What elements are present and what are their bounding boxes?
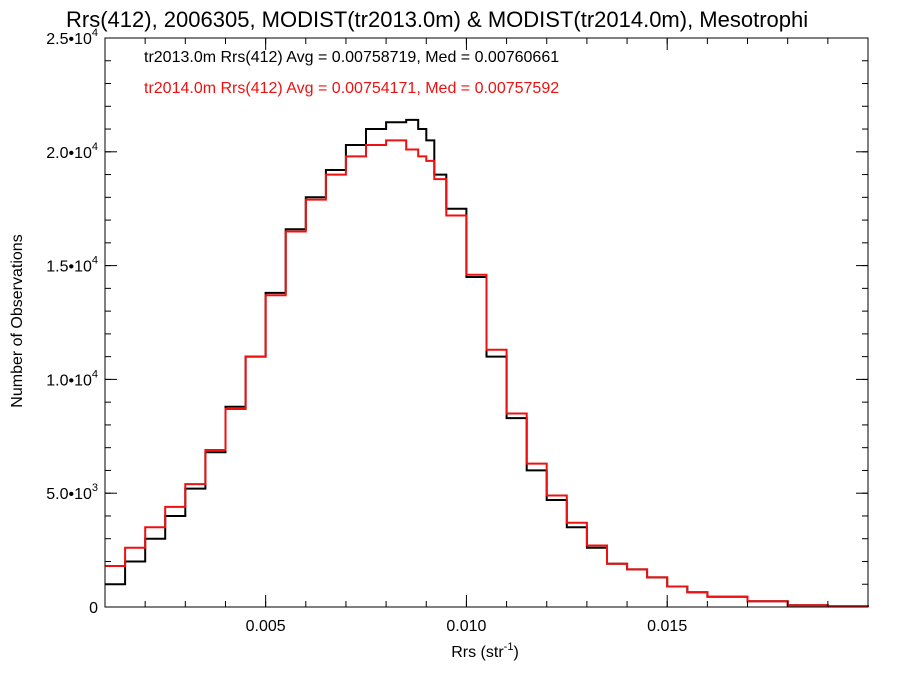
y-tick-label: 1.0•104 <box>46 368 98 389</box>
y-tick-label: 1.5•104 <box>46 255 98 276</box>
plot-frame <box>104 37 869 608</box>
plot-area: 0.005 0.010 0.015 0 5.0•103 1.0•104 1.5•104 2.0… <box>46 27 869 635</box>
x-tick-label: 0.010 <box>446 618 486 635</box>
chart-title: Rrs(412), 2006305, MODIST(tr2013.0m) & M… <box>66 7 808 32</box>
legend: tr2013.0m Rrs(412) Avg = 0.00758719, Med… <box>144 49 559 97</box>
y-tick-label: 2.0•104 <box>46 141 98 162</box>
x-tick-label: 0.005 <box>246 618 286 635</box>
series-line-tr2013.0m <box>105 118 869 608</box>
x-tick-label: 0.015 <box>647 618 687 635</box>
y-axis-label: Number of Observations <box>9 234 26 407</box>
x-axis-label: Rrs (str-1) <box>451 641 519 661</box>
y-tick-label: 2.5•104 <box>46 27 98 48</box>
y-tick-label: 0 <box>89 600 98 617</box>
y-tick-label: 5.0•103 <box>46 482 98 503</box>
legend-entry-tr2013: tr2013.0m Rrs(412) Avg = 0.00758719, Med… <box>144 49 559 66</box>
legend-entry-tr2014: tr2014.0m Rrs(412) Avg = 0.00754171, Med… <box>144 80 559 97</box>
series-line-tr2014.0m <box>105 139 869 608</box>
